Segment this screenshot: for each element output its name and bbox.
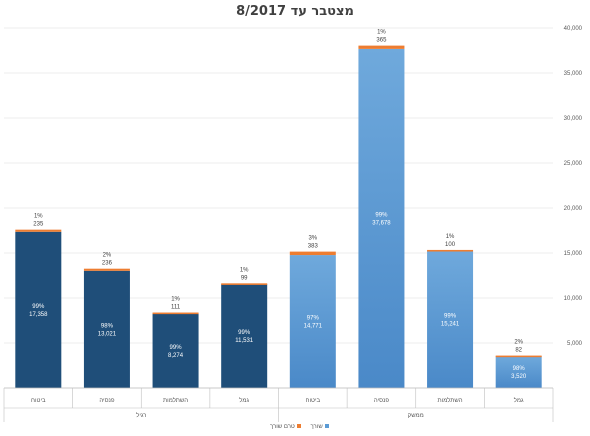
legend-label-not-assigned: טרם שורך	[270, 424, 295, 430]
bar-assigned	[83, 270, 130, 388]
bar-not-assigned	[427, 249, 474, 252]
label-value-not-assigned: 365	[376, 38, 387, 44]
legend-swatch-blue	[324, 424, 329, 429]
label-pct-assigned: 99%	[32, 304, 45, 310]
label-pct-assigned: 99%	[170, 345, 183, 351]
label-value-assigned: 17,358	[29, 312, 48, 318]
label-value-assigned: 11,531	[235, 338, 254, 344]
legend: שורך טרם שורך	[262, 424, 329, 430]
label-pct-not-assigned: 1%	[446, 234, 455, 240]
x-tick-label: גמל	[514, 396, 524, 404]
group-label: ממשק	[408, 413, 424, 419]
legend-item-assigned: שורך	[311, 424, 329, 430]
bar-not-assigned	[495, 355, 542, 358]
x-tick-label: ביטוח	[306, 398, 321, 404]
label-pct-not-assigned: 2%	[514, 340, 523, 346]
bar-assigned	[221, 284, 268, 388]
bars	[15, 45, 542, 388]
label-pct-not-assigned: 3%	[308, 236, 317, 242]
label-value-not-assigned: 383	[308, 244, 319, 250]
bar-assigned	[289, 255, 336, 388]
y-tick-label: 35,000	[564, 71, 583, 77]
x-tick-label: השתלמות	[438, 396, 463, 404]
bar-not-assigned	[15, 229, 62, 232]
bar-not-assigned	[83, 268, 130, 271]
bar-not-assigned	[152, 312, 199, 315]
y-tick-label: 20,000	[564, 206, 583, 212]
label-value-assigned: 37,678	[372, 220, 391, 226]
x-tick-label: פנסיה	[374, 398, 390, 404]
bar-not-assigned	[289, 251, 336, 256]
label-value-assigned: 3,520	[511, 374, 527, 380]
x-tick-label: גמל	[239, 396, 249, 404]
label-pct-assigned: 97%	[307, 316, 320, 322]
bar-not-assigned	[221, 283, 268, 285]
y-tick-label: 10,000	[564, 296, 583, 302]
bar-assigned	[152, 313, 199, 388]
y-tick-label: 5,000	[567, 341, 583, 347]
label-value-not-assigned: 82	[515, 348, 522, 354]
label-value-not-assigned: 100	[445, 242, 456, 248]
label-value-not-assigned: 236	[102, 261, 113, 267]
bar-assigned	[15, 231, 62, 388]
label-pct-not-assigned: 2%	[103, 253, 112, 259]
label-pct-assigned: 98%	[513, 366, 526, 372]
data-labels: 99% 17,358 1% 235 98% 13,021 2% 236 99% 8,274 1% 11…	[29, 30, 527, 381]
label-pct-not-assigned: 1%	[171, 297, 180, 303]
x-tick-label: ביטוח	[31, 398, 46, 404]
legend-swatch-orange	[296, 424, 301, 429]
bar-assigned	[495, 356, 542, 388]
label-pct-not-assigned: 1%	[34, 214, 43, 220]
label-value-assigned: 14,771	[304, 324, 323, 330]
bar-assigned	[358, 48, 405, 388]
bar-assigned	[427, 250, 474, 388]
chart-title: מצטבר עד 8/2017	[236, 4, 354, 19]
label-value-not-assigned: 235	[33, 222, 44, 228]
label-value-not-assigned: 99	[241, 275, 248, 281]
y-tick-label: 30,000	[564, 116, 583, 122]
y-tick-label: 25,000	[564, 161, 583, 167]
label-value-assigned: 15,241	[441, 321, 460, 327]
group-label: רגיל	[136, 411, 146, 419]
bar-not-assigned	[358, 45, 405, 49]
label-pct-assigned: 99%	[444, 313, 457, 319]
label-value-assigned: 8,274	[168, 353, 184, 359]
x-tick-label: השתלמות	[163, 396, 188, 404]
label-value-assigned: 13,021	[98, 331, 117, 337]
legend-item-not-assigned: טרם שורך	[270, 424, 301, 430]
y-axis: 5,000 10,000 15,000 20,000 25,000 30,000 35,00…	[564, 26, 583, 347]
legend-label-assigned: שורך	[310, 424, 323, 430]
label-pct-not-assigned: 1%	[377, 30, 386, 36]
label-pct-assigned: 98%	[101, 323, 114, 329]
x-axis: ביטוח פנסיה השתלמות גמל ביטוח פנסיה השתלמות גמל…	[3, 387, 554, 422]
y-tick-label: 15,000	[564, 251, 583, 257]
label-pct-assigned: 99%	[238, 330, 251, 336]
x-tick-label: פנסיה	[99, 398, 115, 404]
y-tick-label: 40,000	[564, 26, 583, 32]
label-pct-not-assigned: 1%	[240, 267, 249, 273]
label-value-not-assigned: 111	[171, 305, 181, 311]
label-pct-assigned: 99%	[375, 212, 388, 218]
